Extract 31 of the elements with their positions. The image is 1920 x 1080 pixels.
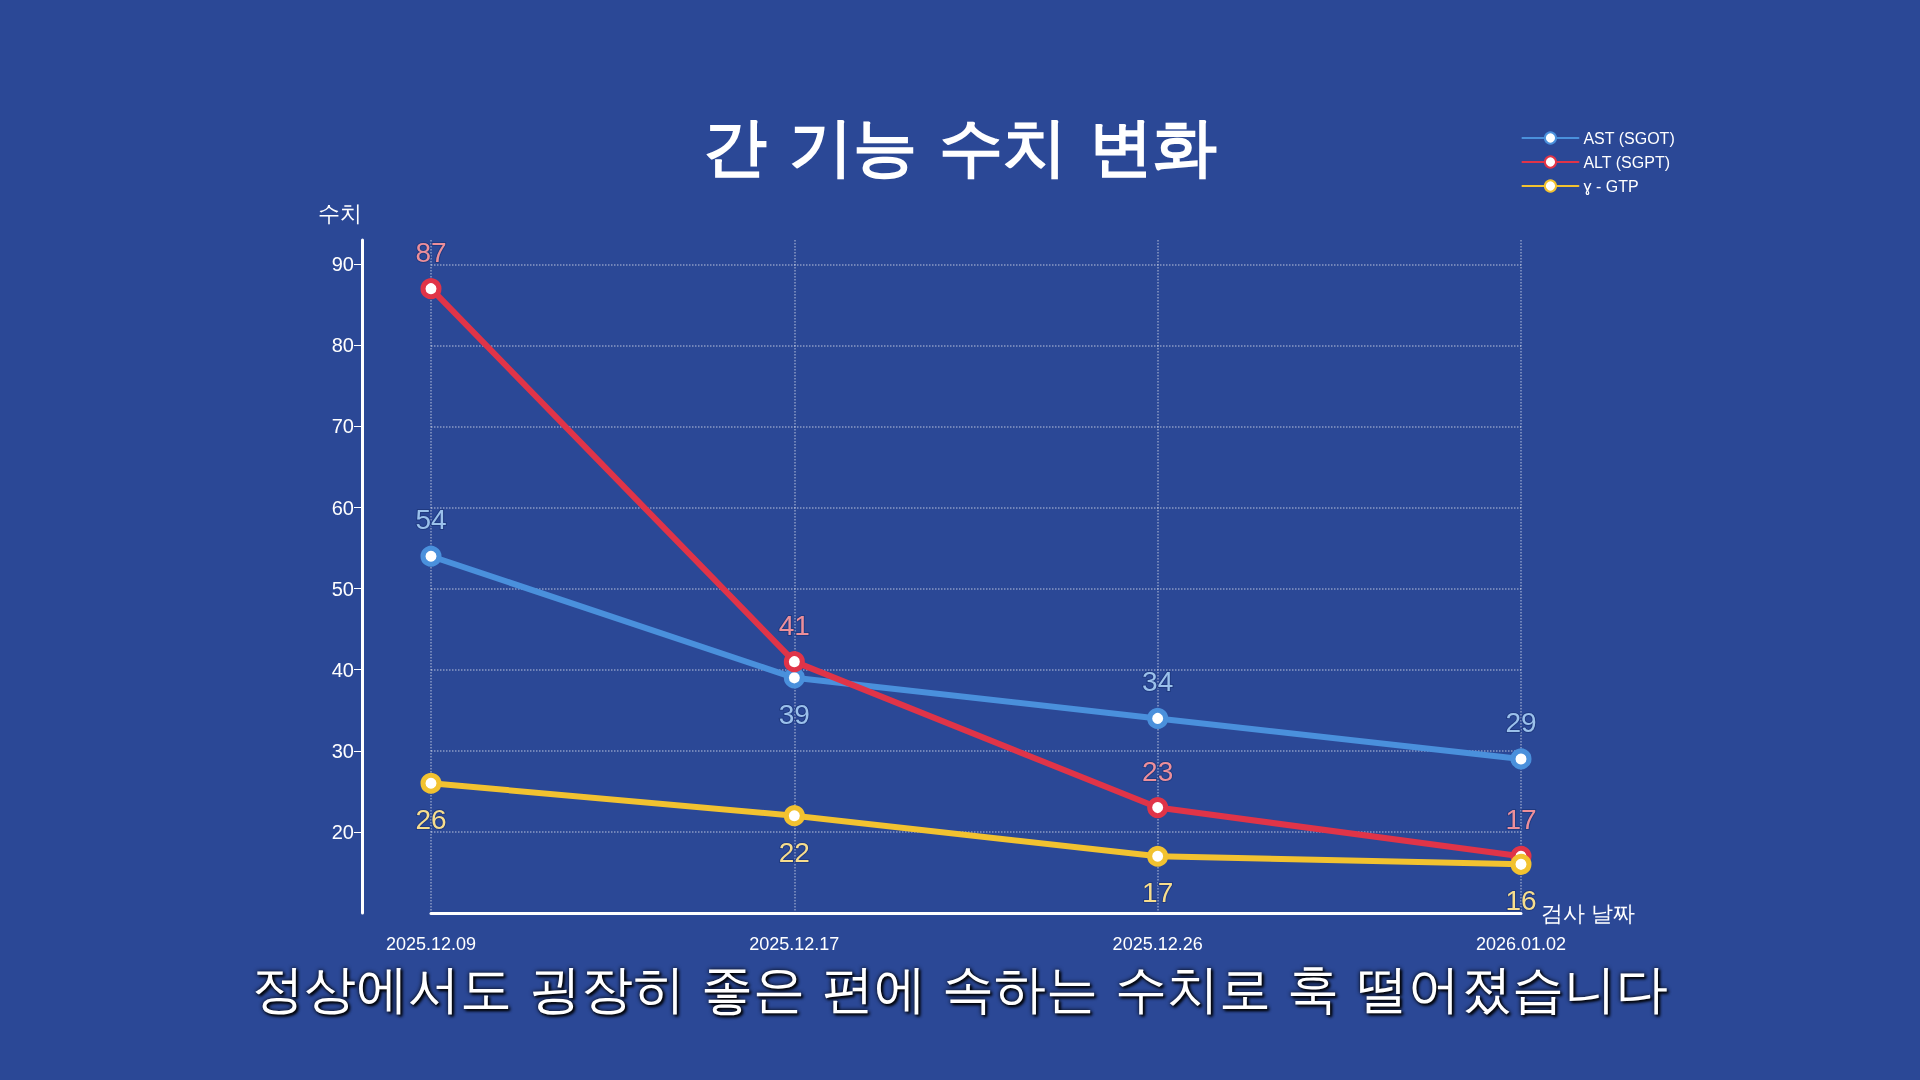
legend-label: ɣ - GTP: [1583, 177, 1639, 195]
text: 정상에서도 굉장히 좋은 편에 속하는 수치로 훅 떨어졌습니다: [251, 958, 1669, 1021]
data-label: 87: [415, 236, 447, 268]
x-tick-label: 2025.12.17: [749, 934, 840, 954]
legend-label: ALT (SGPT): [1583, 153, 1670, 171]
data-label: 26: [415, 804, 447, 836]
y-tick-label: 50: [331, 577, 354, 600]
y-tick-label: 30: [331, 739, 354, 762]
y-tick-label: 60: [331, 496, 354, 519]
x-tick-label: 2025.12.09: [385, 934, 477, 954]
y-tick-label: 40: [331, 658, 354, 681]
y-tick-label: 80: [331, 334, 354, 357]
x-tick-label: 2025.12.26: [1112, 934, 1203, 954]
data-label: 54: [415, 504, 447, 536]
data-label: 16: [1505, 885, 1537, 917]
data-label: 23: [1142, 755, 1174, 787]
data-label: 22: [778, 836, 810, 868]
y-tick-label: 90: [331, 253, 354, 276]
y-tick-label: 20: [331, 820, 354, 843]
data-label: 17: [1142, 877, 1174, 909]
x-tick-label: 2026.01.02: [1475, 934, 1567, 954]
chart-title: 간 기능 수치 변화: [702, 110, 1218, 184]
legend-label: AST (SGOT): [1583, 129, 1675, 147]
x-axis-title: 검사 날짜: [1541, 900, 1636, 926]
data-label: 17: [1505, 804, 1537, 836]
y-axis-title: 수치: [318, 200, 362, 226]
data-label: 34: [1142, 666, 1174, 698]
data-label: 41: [778, 609, 810, 641]
y-tick-label: 70: [331, 415, 354, 438]
data-label: 29: [1505, 706, 1537, 738]
data-label: 39: [778, 698, 810, 730]
